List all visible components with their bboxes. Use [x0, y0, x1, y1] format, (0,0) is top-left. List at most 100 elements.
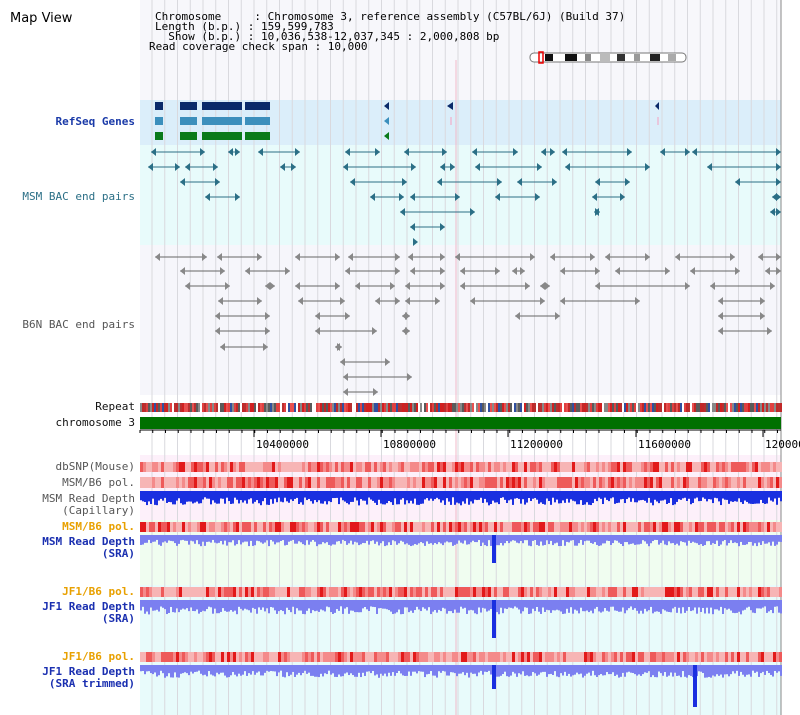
bac-end-marker [560, 297, 565, 305]
track-label-chromosome[interactable]: chromosome 3 [55, 416, 135, 429]
depth-bar [306, 491, 308, 501]
heat-cell [350, 477, 353, 488]
heat-cell [437, 462, 440, 472]
track-label-msm-b6-pol-sra[interactable]: MSM/B6 pol. [62, 520, 135, 533]
depth-bar [190, 600, 192, 608]
repeat-cell [246, 403, 248, 412]
repeat-cell [166, 403, 168, 412]
depth-bar [290, 665, 292, 675]
repeat-cell [580, 403, 582, 412]
depth-bar [714, 491, 716, 498]
repeat-cell [568, 403, 570, 412]
depth-bar [632, 665, 634, 674]
heat-cell [533, 652, 536, 662]
heat-cell [593, 477, 596, 488]
depth-bar [510, 491, 512, 500]
heat-cell [530, 462, 533, 472]
repeat-cell [548, 403, 550, 412]
heat-cell [374, 477, 377, 488]
heat-cell [155, 587, 158, 597]
bac-end-marker [685, 282, 690, 290]
repeat-cell [726, 403, 728, 412]
bac-end-marker [776, 208, 781, 216]
depth-bar [350, 665, 352, 674]
depth-bar [296, 600, 298, 609]
heat-cell [308, 522, 311, 532]
depth-bar [296, 535, 298, 544]
repeat-cell [238, 403, 240, 412]
repeat-cell [626, 403, 628, 412]
track-label-jf1-read-depth-trimmed[interactable]: JF1 Read Depth [42, 665, 135, 678]
track-label-msm-read-depth-sra[interactable]: MSM Read Depth [42, 535, 135, 548]
repeat-cell [686, 403, 688, 412]
track-label-msm-bac[interactable]: MSM BAC end pairs [22, 190, 135, 203]
repeat-cell [718, 403, 720, 412]
heat-cell [611, 522, 614, 532]
heat-cell [491, 652, 494, 662]
depth-bar [528, 600, 530, 614]
depth-bar [394, 600, 396, 614]
depth-bar [762, 491, 764, 504]
depth-bar [524, 600, 526, 608]
depth-bar [780, 535, 782, 542]
heat-cell [155, 522, 158, 532]
heat-cell [236, 587, 239, 597]
heat-cell [719, 587, 722, 597]
track-label-jf1-read-depth-sra[interactable]: JF1 Read Depth [42, 600, 135, 613]
depth-bar [610, 600, 612, 607]
depth-bar [436, 491, 438, 498]
track-label-msm-read-depth-capillary[interactable]: MSM Read Depth [42, 492, 135, 505]
heat-cell [275, 462, 278, 472]
depth-bar [754, 665, 756, 673]
depth-bar [712, 665, 714, 676]
heat-cell [206, 652, 209, 662]
heat-cell [278, 587, 281, 597]
track-label-msm-b6-pol[interactable]: MSM/B6 pol. [62, 476, 135, 489]
depth-bar [738, 535, 740, 547]
depth-bar [392, 600, 394, 615]
heat-cell [605, 477, 608, 488]
track-label-jf1-b6-pol-trimmed[interactable]: JF1/B6 pol. [62, 650, 135, 663]
depth-bar [750, 600, 752, 611]
heat-cell [203, 522, 206, 532]
repeat-cell [714, 403, 716, 412]
depth-bar [566, 600, 568, 609]
depth-bar [572, 665, 574, 676]
heat-cell [728, 522, 731, 532]
track-label-dbsnp[interactable]: dbSNP(Mouse) [55, 460, 135, 473]
heat-cell [170, 522, 173, 532]
repeat-cell [584, 403, 586, 412]
repeat-cell [558, 403, 560, 412]
bac-end-marker [455, 193, 460, 201]
depth-bar [478, 491, 480, 500]
app-title: Map View [10, 11, 73, 26]
heat-cell [731, 522, 734, 532]
depth-bar [644, 665, 646, 673]
heat-cell [458, 587, 461, 597]
heat-cell [347, 477, 350, 488]
depth-bar [144, 665, 146, 675]
repeat-cell [236, 403, 238, 412]
track-label-refseq[interactable]: RefSeq Genes [55, 115, 135, 128]
heat-cell [350, 587, 353, 597]
depth-bar [474, 535, 476, 543]
heat-cell [581, 462, 584, 472]
bac-end-marker [735, 267, 740, 275]
heat-cell [269, 652, 272, 662]
depth-bar [142, 535, 144, 545]
depth-bar [624, 665, 626, 677]
depth-bar [634, 535, 636, 545]
depth-bar [274, 665, 276, 672]
repeat-cell [260, 403, 262, 412]
track-label-b6n-bac[interactable]: B6N BAC end pairs [22, 318, 135, 331]
heat-cell [377, 652, 380, 662]
track-label-repeat[interactable]: Repeat [95, 400, 135, 413]
heat-cell [716, 522, 719, 532]
heat-cell [455, 652, 458, 662]
depth-bar [218, 535, 220, 543]
track-label-jf1-b6-pol[interactable]: JF1/B6 pol. [62, 585, 135, 598]
depth-bar [638, 600, 640, 614]
heat-cell [578, 477, 581, 488]
depth-bar [694, 600, 696, 608]
depth-bar [472, 535, 474, 541]
